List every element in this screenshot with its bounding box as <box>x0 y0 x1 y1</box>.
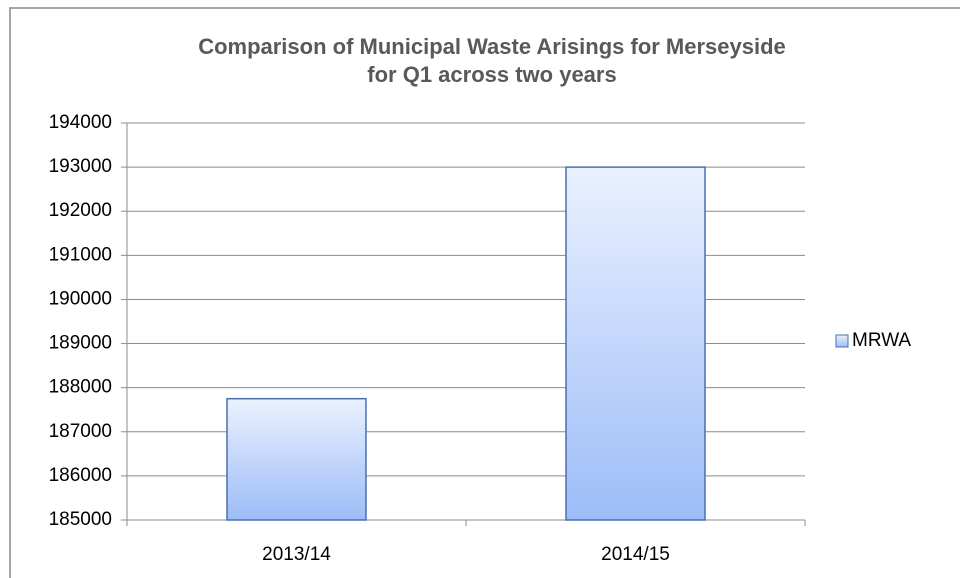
x-tick-label: 2013/14 <box>262 544 331 565</box>
y-tick-label: 188000 <box>49 377 112 398</box>
y-tick-label: 194000 <box>49 112 112 133</box>
y-tick-label: 187000 <box>49 421 112 442</box>
y-tick-label: 189000 <box>49 333 112 354</box>
y-tick-label: 191000 <box>49 244 112 265</box>
bar <box>565 166 706 521</box>
chart-border <box>9 7 960 578</box>
legend-swatch <box>835 334 849 348</box>
y-tick-label: 190000 <box>49 288 112 309</box>
x-tick-label: 2014/15 <box>601 544 670 565</box>
bar <box>226 397 367 521</box>
y-tick-label: 192000 <box>49 200 112 221</box>
y-tick-label: 185000 <box>49 509 112 530</box>
chart-title: Comparison of Municipal Waste Arisings f… <box>198 34 786 59</box>
y-tick-label: 186000 <box>49 465 112 486</box>
legend-label: MRWA <box>852 330 911 351</box>
chart-title: for Q1 across two years <box>367 62 616 87</box>
y-tick-label: 193000 <box>49 156 112 177</box>
